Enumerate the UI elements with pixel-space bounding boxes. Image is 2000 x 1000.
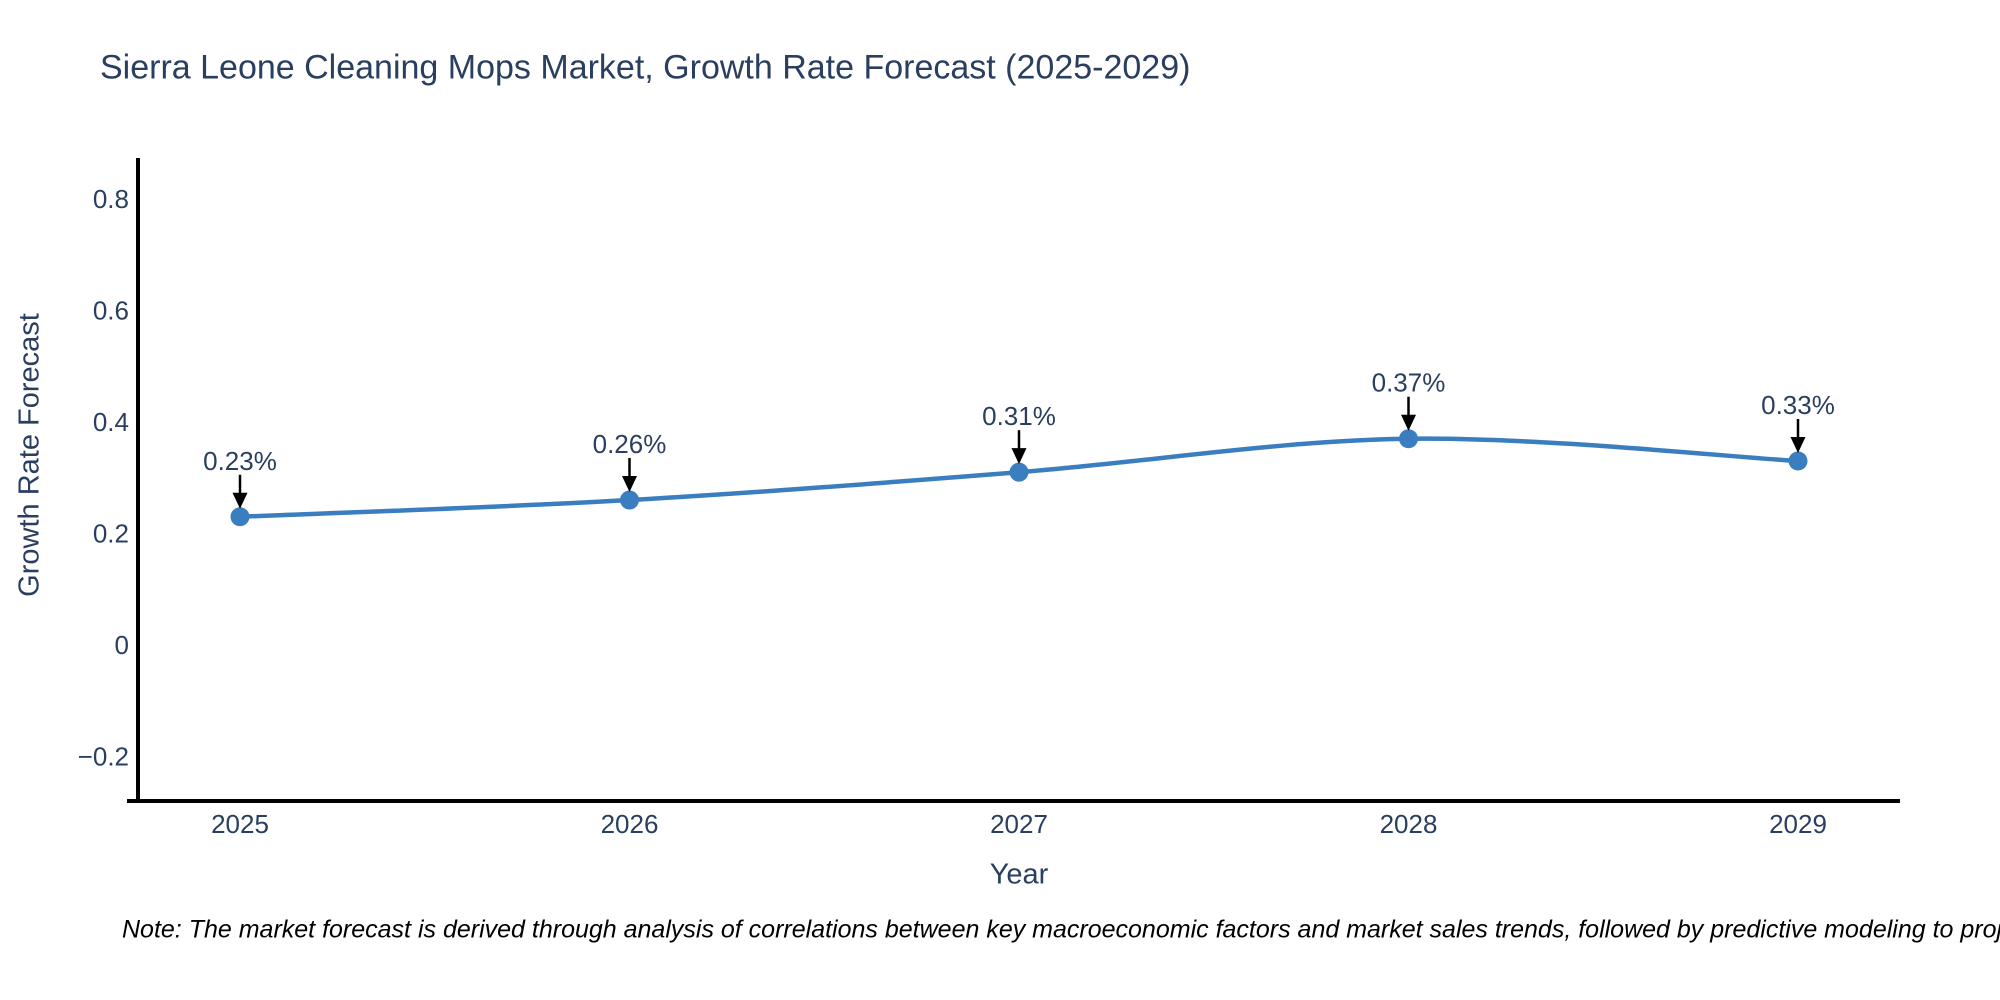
annotation-label: 0.37% — [1372, 368, 1446, 398]
annotation-arrowhead-icon — [232, 492, 248, 509]
x-axis-title: Year — [989, 858, 1049, 891]
annotation-label: 0.33% — [1761, 390, 1835, 420]
x-tick-label: 2027 — [990, 809, 1048, 839]
y-tick-label: 0.2 — [93, 519, 129, 549]
y-tick-label: 0.4 — [93, 407, 129, 437]
footnote: Note: The market forecast is derived thr… — [122, 915, 2000, 944]
x-tick-label: 2028 — [1380, 809, 1438, 839]
y-tick-label: 0 — [115, 630, 129, 660]
annotation-label: 0.31% — [982, 401, 1056, 431]
annotation-label: 0.23% — [203, 446, 277, 476]
x-tick-label: 2025 — [211, 809, 269, 839]
annotation-arrowhead-icon — [1790, 437, 1806, 454]
y-tick-label: −0.2 — [78, 742, 129, 772]
data-point-marker[interactable] — [1399, 429, 1418, 449]
x-tick-label: 2026 — [601, 809, 659, 839]
data-point-marker[interactable] — [230, 507, 250, 527]
data-point-marker[interactable] — [620, 490, 639, 510]
data-point-marker[interactable] — [1009, 462, 1029, 482]
annotation-arrowhead-icon — [1401, 414, 1416, 431]
chart-title: Sierra Leone Cleaning Mops Market, Growt… — [100, 48, 1191, 87]
x-tick-label: 2029 — [1769, 809, 1827, 839]
data-point-marker[interactable] — [1788, 451, 1808, 471]
annotation-label: 0.26% — [593, 429, 667, 459]
annotation-arrowhead-icon — [1011, 448, 1027, 465]
annotation-arrowhead-icon — [622, 476, 637, 493]
y-axis-title: Growth Rate Forecast — [13, 313, 46, 597]
y-tick-label: 0.6 — [93, 296, 129, 326]
y-tick-label: 0.8 — [93, 184, 129, 214]
